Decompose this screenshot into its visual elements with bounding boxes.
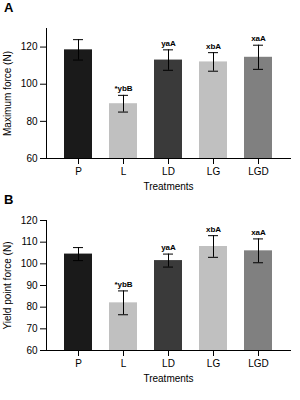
- svg-text:xaA: xaA: [251, 34, 266, 43]
- svg-text:L: L: [121, 358, 127, 369]
- svg-text:xbA: xbA: [206, 225, 221, 234]
- svg-text:120: 120: [21, 41, 38, 52]
- svg-text:Treatments: Treatments: [143, 373, 193, 384]
- svg-text:80: 80: [26, 116, 38, 127]
- html-text:B: B: [4, 192, 14, 207]
- svg-text:L: L: [121, 166, 127, 177]
- svg-text:LD: LD: [162, 166, 175, 177]
- svg-text:yaA: yaA: [161, 243, 176, 252]
- svg-text:*ybB: *ybB: [114, 280, 132, 289]
- svg-text:60: 60: [26, 153, 38, 164]
- svg-text:Treatments: Treatments: [143, 181, 193, 192]
- svg-text:70: 70: [26, 323, 38, 334]
- svg-text:90: 90: [26, 280, 38, 291]
- svg-text:100: 100: [21, 258, 38, 269]
- svg-text:LG: LG: [207, 358, 221, 369]
- svg-text:LG: LG: [207, 166, 221, 177]
- svg-text:xbA: xbA: [206, 42, 221, 51]
- svg-text:yaA: yaA: [161, 39, 176, 48]
- svg-text:LD: LD: [162, 358, 175, 369]
- svg-text:Yield point force (N): Yield point force (N): [2, 242, 13, 330]
- svg-text:110: 110: [22, 236, 38, 247]
- svg-text:LGD: LGD: [248, 166, 269, 177]
- svg-text:100: 100: [21, 78, 38, 89]
- html-text:A: A: [4, 0, 14, 15]
- svg-text:120: 120: [21, 215, 38, 226]
- svg-text:P: P: [75, 358, 82, 369]
- svg-text:xaA: xaA: [251, 228, 266, 237]
- svg-text:60: 60: [26, 345, 38, 356]
- svg-text:P: P: [75, 166, 82, 177]
- svg-text:80: 80: [26, 301, 38, 312]
- svg-text:*ybB: *ybB: [114, 84, 132, 93]
- svg-text:Maximum force (N): Maximum force (N): [2, 51, 13, 136]
- svg-text:LGD: LGD: [248, 358, 269, 369]
